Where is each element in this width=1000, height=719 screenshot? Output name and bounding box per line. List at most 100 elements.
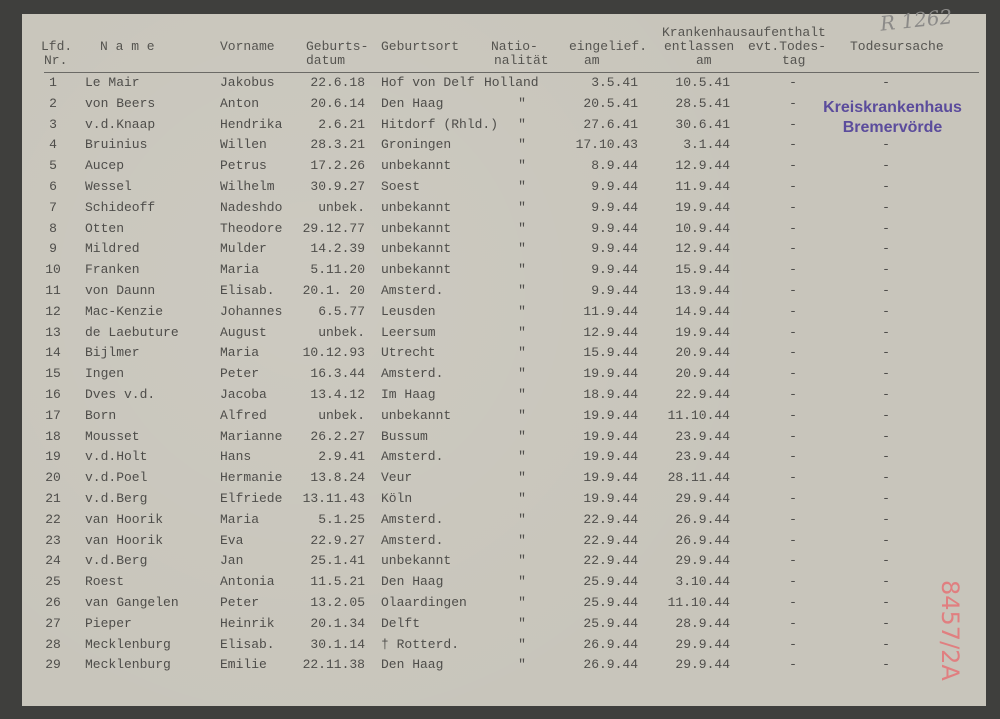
row-number: 17 bbox=[45, 407, 61, 423]
geburtsdatum-cell: 20.1. 20 bbox=[302, 283, 365, 298]
eingeliefert-cell: 27.6.41 bbox=[583, 116, 638, 132]
nationalitaet-cell: " bbox=[518, 449, 526, 465]
todesursache-cell: - bbox=[882, 657, 890, 673]
geburtsort-cell: unbekannt bbox=[381, 407, 452, 423]
name-cell: Mac-Kenzie bbox=[85, 303, 164, 319]
eingeliefert-cell: 17.10.43 bbox=[575, 137, 638, 153]
row-number: 5 bbox=[49, 158, 57, 174]
name-cell: Otten bbox=[85, 220, 125, 236]
todestag-cell: - bbox=[789, 553, 797, 569]
vorname-cell: Emilie bbox=[220, 657, 267, 673]
todestag-cell: - bbox=[789, 470, 797, 486]
row-number: 19 bbox=[45, 449, 61, 465]
nationalitaet-cell: " bbox=[518, 491, 526, 506]
todesursache-header: Todesursache bbox=[850, 39, 944, 54]
todestag-cell: - bbox=[789, 615, 797, 631]
geburtsort-cell: Im Haag bbox=[381, 387, 436, 402]
todesursache-cell: - bbox=[882, 179, 890, 194]
document-page: Lfd. Nr. N a m e Vorname Geburts-datum Geburt… bbox=[22, 14, 986, 706]
entlassen-header-1: entlassen bbox=[664, 39, 735, 54]
nationalitaet-cell: " bbox=[518, 636, 526, 652]
geburtsort-cell: Amsterd. bbox=[381, 449, 444, 465]
nationalitaet-cell: " bbox=[518, 220, 526, 236]
entlassen-cell: 20.9.44 bbox=[675, 345, 730, 361]
row-number: 11 bbox=[45, 283, 61, 298]
name-cell: van Hoorik bbox=[85, 532, 164, 548]
todestag-cell: - bbox=[789, 283, 797, 298]
nationalitaet-cell: " bbox=[518, 553, 526, 569]
nationalitaet-cell: " bbox=[518, 428, 526, 444]
eingeliefert-cell: 20.5.41 bbox=[583, 95, 638, 111]
name-cell: Le Mair bbox=[85, 75, 140, 90]
geburtsort-cell: Leusden bbox=[381, 303, 436, 319]
todestag-cell: - bbox=[789, 449, 797, 465]
todestag-cell: - bbox=[789, 636, 797, 652]
vorname-cell: Antonia bbox=[220, 574, 275, 590]
geburtsdatum-cell: 30.9.27 bbox=[310, 179, 365, 194]
todesursache-cell: - bbox=[882, 470, 890, 486]
geburtsort-cell: Veur bbox=[381, 470, 413, 486]
entlassen-cell: 15.9.44 bbox=[675, 262, 730, 278]
todesursache-cell: - bbox=[882, 553, 890, 569]
nationalitaet-cell: " bbox=[518, 470, 526, 486]
eingeliefert-cell: 19.9.44 bbox=[583, 470, 638, 486]
todesursache-cell: - bbox=[882, 220, 890, 236]
todesursache-cell: - bbox=[882, 303, 890, 319]
vorname-cell: Nadeshdo bbox=[220, 199, 283, 215]
geburtsdatum-cell: 20.6.14 bbox=[310, 95, 365, 111]
geburtsdatum-cell: 6.5.77 bbox=[318, 303, 365, 319]
row-number: 15 bbox=[45, 366, 61, 382]
eingeliefert-cell: 3.5.41 bbox=[591, 75, 638, 90]
vorname-cell: Eva bbox=[220, 532, 244, 548]
name-cell: Born bbox=[85, 407, 117, 423]
geburtsort-cell: Den Haag bbox=[381, 574, 444, 590]
geburtsort-cell: Köln bbox=[381, 491, 413, 506]
eingeliefert-cell: 8.9.44 bbox=[591, 158, 638, 174]
entlassen-cell: 3.10.44 bbox=[675, 574, 730, 590]
eingeliefert-cell: 22.9.44 bbox=[583, 532, 638, 548]
vorname-header: Vorname bbox=[220, 39, 275, 54]
nationalitaet-cell: " bbox=[518, 241, 526, 257]
name-cell: Mildred bbox=[85, 241, 140, 257]
vorname-cell: Marianne bbox=[220, 428, 283, 444]
entlassen-cell: 29.9.44 bbox=[675, 553, 730, 569]
todesursache-cell: - bbox=[882, 137, 890, 153]
row-number: 9 bbox=[49, 241, 57, 257]
name-cell: Franken bbox=[85, 262, 140, 278]
name-cell: Ingen bbox=[85, 366, 125, 382]
name-cell: v.d.Holt bbox=[85, 449, 148, 465]
todestag-cell: - bbox=[789, 241, 797, 257]
geburtsdatum-header-2: datum bbox=[306, 53, 346, 68]
todesursache-cell: - bbox=[882, 345, 890, 361]
todestag-cell: - bbox=[789, 657, 797, 673]
header-rule bbox=[44, 72, 979, 73]
vorname-cell: Willen bbox=[220, 137, 267, 153]
row-number: 16 bbox=[45, 387, 61, 402]
geburtsdatum-cell: 22.6.18 bbox=[310, 75, 365, 90]
eingeliefert-cell: 19.9.44 bbox=[583, 491, 638, 506]
eingeliefert-cell: 15.9.44 bbox=[583, 345, 638, 361]
todestag-cell: - bbox=[789, 428, 797, 444]
geburtsort-cell: unbekannt bbox=[381, 220, 452, 236]
nationalitaet-cell: " bbox=[518, 324, 526, 340]
row-number: 1 bbox=[49, 75, 57, 90]
geburtsdatum-cell: 13.2.05 bbox=[310, 595, 365, 610]
geburtsort-cell: Amsterd. bbox=[381, 532, 444, 548]
todestag-cell: - bbox=[789, 324, 797, 340]
name-cell: v.d.Knaap bbox=[85, 116, 156, 132]
name-cell: von Daunn bbox=[85, 283, 156, 298]
nationalitaet-cell: " bbox=[518, 657, 526, 673]
eingeliefert-cell: 9.9.44 bbox=[591, 220, 638, 236]
todestag-cell: - bbox=[789, 574, 797, 590]
eingeliefert-cell: 12.9.44 bbox=[583, 324, 638, 340]
vorname-cell: Maria bbox=[220, 262, 260, 278]
nationalitaet-cell: " bbox=[518, 574, 526, 590]
row-number: 27 bbox=[45, 615, 61, 631]
row-number: 21 bbox=[45, 491, 61, 506]
todestag-cell: - bbox=[789, 116, 797, 132]
geburtsort-cell: Soest bbox=[381, 179, 421, 194]
vorname-cell: Hermanie bbox=[220, 470, 283, 486]
nationalitaet-cell: " bbox=[518, 345, 526, 361]
geburtsdatum-cell: 26.2.27 bbox=[310, 428, 365, 444]
todesursache-cell: - bbox=[882, 428, 890, 444]
